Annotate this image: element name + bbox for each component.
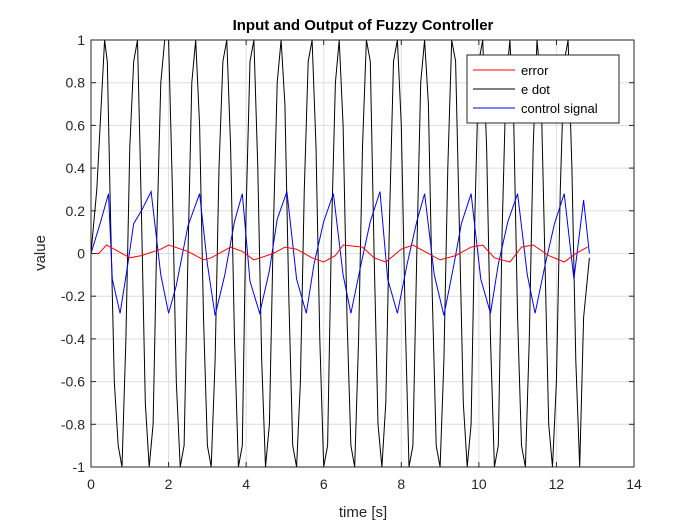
y-tick-label: -0.2 (61, 288, 85, 304)
x-tick-label: 0 (87, 476, 95, 492)
y-axis-label: value (32, 235, 49, 271)
ticks: 0 2 4 6 8 10 12 14 -1 -0.8 -0.6 -0.4 -0.2 0 0.2 0.4 0.6 0… (61, 32, 642, 492)
x-axis-label: time [s] (339, 504, 387, 521)
x-tick-label: 6 (320, 476, 328, 492)
series-line-control-signal (91, 189, 590, 316)
x-tick-label: 12 (549, 476, 565, 492)
x-tick-label: 2 (165, 476, 173, 492)
series-line-error (91, 244, 588, 263)
x-tick-label: 10 (471, 476, 487, 492)
x-tick-label: 14 (626, 476, 642, 492)
y-tick-label: -0.6 (61, 374, 85, 390)
legend-label-control-signal: control signal (521, 101, 598, 116)
legend-label-error: error (521, 63, 549, 78)
chart-title: Input and Output of Fuzzy Controller (233, 17, 494, 34)
y-tick-label: 0 (77, 246, 85, 262)
y-tick-label: -0.8 (61, 416, 85, 432)
y-tick-label: -0.4 (61, 331, 85, 347)
y-tick-label: 0.4 (66, 160, 86, 176)
legend-label-e-dot: e dot (521, 82, 550, 97)
x-tick-label: 4 (242, 476, 250, 492)
x-tick-label: 8 (397, 476, 405, 492)
legend-items: error e dot control signal (473, 63, 598, 116)
y-tick-label: 0.8 (66, 75, 86, 91)
y-tick-label: -1 (73, 459, 86, 475)
legend: error e dot control signal (466, 54, 620, 124)
y-tick-label: 1 (77, 32, 85, 48)
y-tick-label: 0.2 (66, 203, 86, 219)
y-tick-label: 0.6 (66, 117, 86, 133)
